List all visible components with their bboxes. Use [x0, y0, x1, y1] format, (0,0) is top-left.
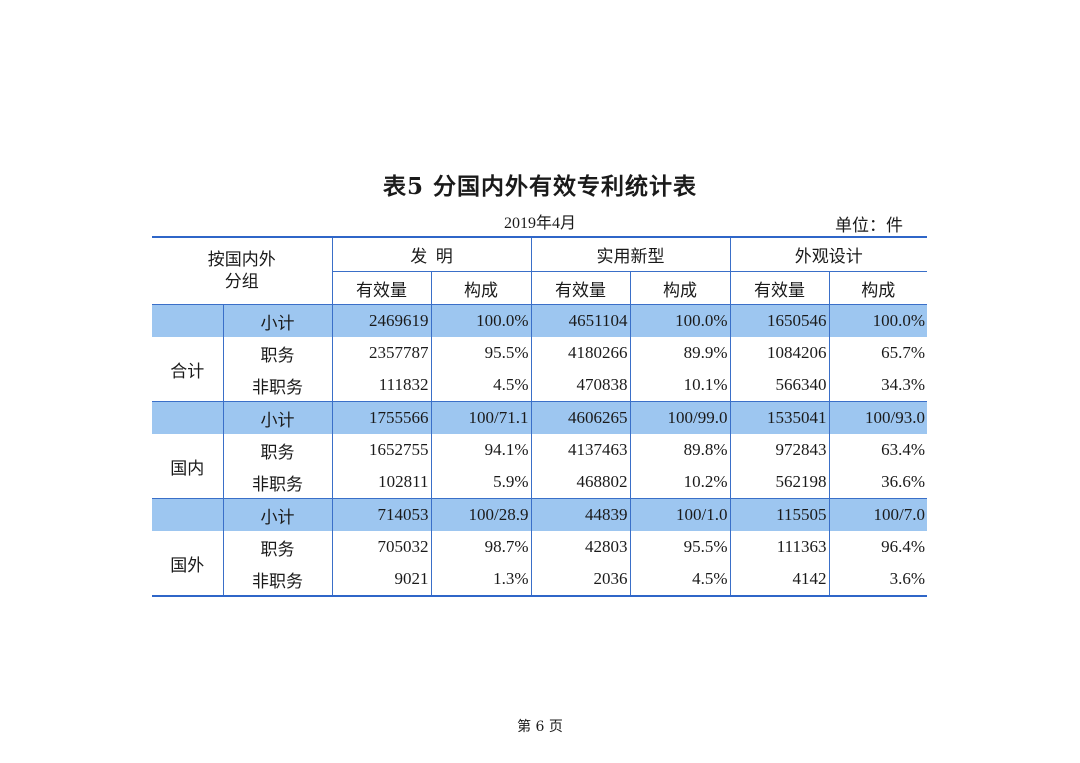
count-cell: 42803 [531, 531, 631, 563]
unit-label: 单位：件 [835, 216, 903, 236]
count-cell: 111363 [730, 531, 830, 563]
share-cell: 100/1.0 [630, 498, 731, 531]
count-cell: 111832 [332, 369, 432, 402]
count-cell: 1650546 [730, 304, 830, 337]
count-cell: 705032 [332, 531, 432, 563]
count-cell: 566340 [730, 369, 830, 402]
share-cell: 100/28.9 [431, 498, 532, 531]
count-cell: 102811 [332, 466, 432, 499]
count-cell: 1755566 [332, 401, 432, 434]
share-cell: 5.9% [431, 466, 532, 499]
share-cell: 100/93.0 [829, 401, 927, 434]
group-label: 合计 [152, 337, 224, 402]
group-spacer-cell [152, 498, 224, 531]
table-row: 国外 职务 705032 98.7% 42803 95.5% 111363 96.4% [152, 531, 927, 596]
count-cell: 2469619 [332, 304, 432, 337]
count-cell: 2357787 [332, 337, 432, 369]
count-cell: 470838 [531, 369, 631, 402]
count-cell: 562198 [730, 466, 830, 499]
count-cell: 4142 [730, 563, 830, 596]
share-cell: 10.1% [630, 369, 731, 402]
row-category: 非职务 [223, 369, 333, 402]
count-cell: 4180266 [531, 337, 631, 369]
row-category: 职务 [223, 531, 333, 563]
table-row: 非职务 102811 5.9% 468802 10.2% 562198 36.6% [152, 466, 927, 499]
share-cell: 100.0% [431, 304, 532, 337]
count-cell: 44839 [531, 498, 631, 531]
corner-header: 按国内外 分组 [152, 237, 333, 305]
table-row: 非职务 9021 1.3% 2036 4.5% 4142 3.6% [152, 563, 927, 596]
row-category: 小计 [223, 498, 333, 531]
subheader-share: 构成 [630, 271, 731, 305]
share-cell: 100.0% [829, 304, 927, 337]
subheader-share: 构成 [431, 271, 532, 305]
count-cell: 468802 [531, 466, 631, 499]
corner-header-line1: 按国内外 [207, 250, 276, 269]
share-cell: 4.5% [630, 563, 731, 596]
row-category: 职务 [223, 337, 333, 369]
table-row: 国内 职务 1652755 94.1% 4137463 89.8% 972843 63.4% [152, 434, 927, 499]
count-cell: 4606265 [531, 401, 631, 434]
row-category: 非职务 [223, 563, 333, 596]
subheader-count: 有效量 [730, 271, 830, 305]
count-cell: 1535041 [730, 401, 830, 434]
share-cell: 3.6% [889, 569, 925, 588]
share-cell: 34.3% [881, 375, 925, 394]
share-cell: 94.1% [431, 434, 532, 466]
report-date: 2019年4月 [503, 215, 576, 232]
group-label: 国外 [152, 531, 224, 596]
share-cell: 96.4% [881, 537, 925, 556]
count-cell: 4651104 [531, 304, 631, 337]
share-cell: 89.9% [630, 337, 731, 369]
share-cell: 98.7% [431, 531, 532, 563]
row-category: 非职务 [223, 466, 333, 499]
share-cell: 36.6% [881, 472, 925, 491]
share-cell: 1.3% [431, 563, 532, 596]
corner-header-line2: 分组 [224, 272, 259, 291]
row-category: 职务 [223, 434, 333, 466]
count-cell: 4137463 [531, 434, 631, 466]
count-cell: 714053 [332, 498, 432, 531]
subheader-share: 构成 [829, 271, 927, 305]
table-row: 小计 2469619 100.0% 4651104 100.0% 1650546 100.0… [152, 304, 927, 337]
share-cell: 95.5% [431, 337, 532, 369]
count-cell: 972843 [730, 434, 830, 466]
patent-stats-table: 按国内外 分组 发 明 实用新型 外观设计 有效量 构成 有效量 构成 有效量 … [152, 236, 927, 597]
share-cell: 100/7.0 [829, 498, 927, 531]
table-row: 小计 714053 100/28.9 44839 100/1.0 115505 100/7.… [152, 498, 927, 531]
group-spacer-cell [152, 401, 224, 434]
subheader-count: 有效量 [332, 271, 432, 305]
table-row: 非职务 111832 4.5% 470838 10.1% 566340 34.3% [152, 369, 927, 402]
share-cell: 100/99.0 [630, 401, 731, 434]
page-number: 第 6 页 [517, 719, 563, 735]
share-cell: 100/71.1 [431, 401, 532, 434]
share-cell: 63.4% [881, 440, 925, 459]
count-cell: 1652755 [332, 434, 432, 466]
share-cell: 65.7% [881, 343, 925, 362]
group-spacer-cell [152, 304, 224, 337]
count-cell: 2036 [531, 563, 631, 596]
count-cell: 9021 [332, 563, 432, 596]
share-cell: 100.0% [630, 304, 731, 337]
table-row: 合计 职务 2357787 95.5% 4180266 89.9% 1084206 65.7% [152, 337, 927, 402]
row-category: 小计 [223, 401, 333, 434]
share-cell: 89.8% [630, 434, 731, 466]
table-row: 小计 1755566 100/71.1 4606265 100/99.0 1535041 1… [152, 401, 927, 434]
header-design: 外观设计 [794, 247, 863, 266]
group-label: 国内 [152, 434, 224, 499]
header-invention: 发 明 [332, 237, 532, 272]
share-cell: 4.5% [431, 369, 532, 402]
row-category: 小计 [223, 304, 333, 337]
count-cell: 1084206 [730, 337, 830, 369]
subheader-count: 有效量 [531, 271, 631, 305]
share-cell: 10.2% [630, 466, 731, 499]
share-cell: 95.5% [630, 531, 731, 563]
count-cell: 115505 [730, 498, 830, 531]
table-title: 表5 分国内外有效专利统计表 [382, 173, 697, 200]
header-utility-model: 实用新型 [531, 237, 731, 272]
